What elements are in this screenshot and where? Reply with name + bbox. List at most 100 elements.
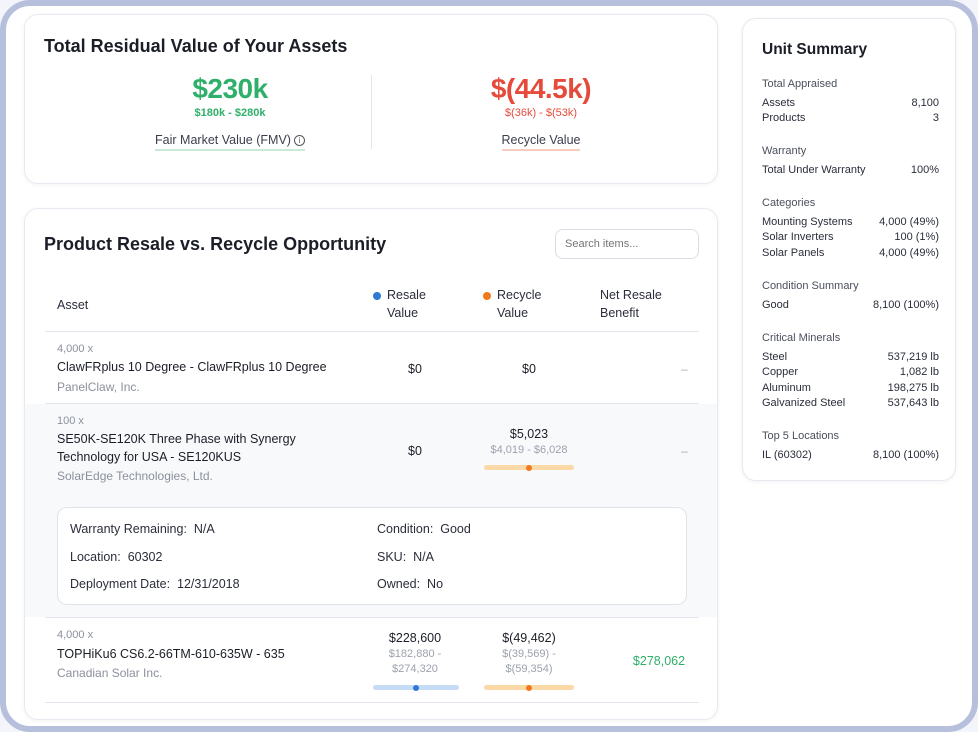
row-quantity: 4,000 x <box>57 343 94 355</box>
summary-item-label: IL (60302) <box>762 449 812 461</box>
resale-range-bar <box>373 684 459 691</box>
summary-item-value: 4,000 (49%) <box>879 246 939 259</box>
metric-divider <box>371 75 372 149</box>
summary-section: Warranty Total Under Warranty 100% <box>762 145 939 178</box>
summary-item-value: 8,100 (100%) <box>872 449 939 461</box>
detail-deployment-date: Deployment Date: 12/31/2018 <box>70 577 240 591</box>
detail-sku: SKU: N/A <box>377 550 434 564</box>
summary-item-label: Solar Panels <box>762 246 825 259</box>
summary-item-label: Aluminum <box>762 381 811 394</box>
table-row-expanded[interactable]: 100 x SE50K-SE120K Three Phase with Syne… <box>25 404 717 493</box>
summary-item-value: 100% <box>910 164 939 176</box>
summary-item-value: 4,000 (49%) <box>879 216 939 228</box>
row-recycle-value: $0 <box>522 362 536 376</box>
row-manufacturer: Canadian Solar Inc. <box>57 666 163 680</box>
recycle-metric: $(44.5k) $(36k) - $(53k) Recycle Value <box>421 73 661 151</box>
summary-section: Critical Minerals Steel 537,219 lb Copper 1,… <box>762 332 939 411</box>
summary-item-value: 537,643 lb <box>887 396 939 409</box>
recycle-range-marker <box>526 464 532 471</box>
summary-section: Top 5 Locations IL (60302) 8,100 (100%) <box>762 430 939 463</box>
row-recycle-value: $(49,462) <box>502 631 556 645</box>
row-resale-cell: $228,600 $182,880 - $274,320 <box>360 631 470 677</box>
table-row[interactable]: 4,000 x TOPHiKu6 CS6.2-66TM-610-635W - 6… <box>25 618 717 702</box>
row-asset-name-line1: SE50K-SE120K Three Phase with Synergy <box>57 432 296 446</box>
resale-dot-icon <box>373 291 381 300</box>
recycle-label-text: Recycle Value <box>501 133 581 147</box>
summary-item-value: 3 <box>932 112 939 125</box>
row-net-benefit: – <box>681 444 688 458</box>
summary-item-label: Mounting Systems <box>762 216 853 228</box>
summary-item: Assets 8,100 <box>762 96 939 111</box>
opportunity-card: Product Resale vs. Recycle Opportunity A… <box>24 208 718 720</box>
column-header-net[interactable]: Net Resale Benefit <box>600 288 662 320</box>
fmv-value: $230k <box>192 73 268 104</box>
summary-item: Total Under Warranty 100% <box>762 163 939 178</box>
summary-section-heading: Categories <box>762 197 816 209</box>
summary-item: Steel 537,219 lb <box>762 350 939 365</box>
detail-owned: Owned: No <box>377 577 444 591</box>
summary-section-heading: Total Appraised <box>762 78 838 90</box>
summary-item: IL (60302) 8,100 (100%) <box>762 448 939 463</box>
row-manufacturer: PanelClaw, Inc. <box>57 380 140 394</box>
column-header-asset[interactable]: Asset <box>57 298 89 312</box>
row-asset-name: ClawFRplus 10 Degree - ClawFRplus 10 Deg… <box>57 360 327 374</box>
recycle-value: $(44.5k) <box>490 73 592 104</box>
summary-item-label: Total Under Warranty <box>762 164 866 176</box>
search-input[interactable] <box>555 229 699 259</box>
column-header-resale[interactable]: Resale Value <box>373 286 426 322</box>
fmv-range: $180k - $280k <box>194 107 266 119</box>
row-resale-value: $228,600 <box>388 631 442 645</box>
summary-item-value: 100 (1%) <box>894 231 939 244</box>
table-row[interactable]: 4,000 x ClawFRplus 10 Degree - ClawFRplu… <box>25 332 717 403</box>
summary-item-label: Steel <box>762 351 788 363</box>
recycle-label[interactable]: Recycle Value <box>501 133 581 151</box>
row-quantity: 100 x <box>57 415 84 427</box>
resale-range-marker <box>413 684 419 691</box>
row-asset-name: TOPHiKu6 CS6.2-66TM-610-635W - 635 <box>57 647 285 661</box>
row-recycle-value: $5,023 <box>509 427 549 441</box>
recycle-range: $(36k) - $(53k) <box>504 107 578 119</box>
summary-item-label: Products <box>762 112 806 125</box>
row-divider <box>45 702 699 703</box>
header-divider <box>45 331 699 332</box>
unit-summary-card: Unit Summary Total Appraised Assets 8,100 P… <box>742 18 956 481</box>
recycle-range-marker <box>526 684 532 691</box>
row-manufacturer: SolarEdge Technologies, Ltd. <box>57 469 213 483</box>
column-header-recycle[interactable]: Recycle Value <box>483 286 541 322</box>
summary-item: Aluminum 198,275 lb <box>762 381 939 396</box>
summary-section-heading: Warranty <box>762 145 807 157</box>
summary-section: Condition Summary Good 8,100 (100%) <box>762 280 939 313</box>
info-icon[interactable]: i <box>293 134 305 146</box>
summary-item-value: 8,100 (100%) <box>872 299 939 311</box>
recycle-dot-icon <box>483 291 491 300</box>
row-recycle-cell: $5,023 $4,019 - $6,028 <box>474 427 584 458</box>
row-recycle-cell: $(49,462) $(39,569) - $(59,354) <box>474 631 584 677</box>
row-recycle-range: $4,019 - $6,028 <box>490 444 568 456</box>
summary-item-value: 8,100 <box>911 97 939 109</box>
summary-item-label: Assets <box>762 97 796 109</box>
recycle-range-bar <box>484 684 574 691</box>
summary-item: Solar Inverters 100 (1%) <box>762 230 939 245</box>
row-resale-range-1: $182,880 - <box>388 648 442 660</box>
row-resale-value: $0 <box>408 444 422 458</box>
summary-section: Categories Mounting Systems 4,000 (49%) Sol… <box>762 197 939 261</box>
fmv-label-text: Fair Market Value (FMV) <box>155 133 291 147</box>
row-quantity: 4,000 x <box>57 629 94 641</box>
row-divider <box>45 617 699 618</box>
summary-item: Good 8,100 (100%) <box>762 298 939 313</box>
detail-location: Location: 60302 <box>70 550 163 564</box>
detail-warranty: Warranty Remaining: N/A <box>70 522 215 536</box>
summary-item: Mounting Systems 4,000 (49%) <box>762 215 939 230</box>
summary-section: Total Appraised Assets 8,100 Products 3 <box>762 78 939 127</box>
summary-item-label: Good <box>762 299 789 311</box>
opportunity-title: Product Resale vs. Recycle Opportunity <box>44 234 387 254</box>
summary-item: Copper 1,082 lb <box>762 365 939 380</box>
fmv-label[interactable]: Fair Market Value (FMV) i <box>155 133 305 151</box>
row-resale-range-2: $274,320 <box>392 663 438 675</box>
summary-section-heading: Top 5 Locations <box>762 430 840 442</box>
summary-item-label: Solar Inverters <box>762 231 834 244</box>
summary-section-heading: Critical Minerals <box>762 332 841 344</box>
row-detail-panel: Warranty Remaining: N/A Condition: Good … <box>57 507 687 605</box>
detail-condition: Condition: Good <box>377 522 471 536</box>
